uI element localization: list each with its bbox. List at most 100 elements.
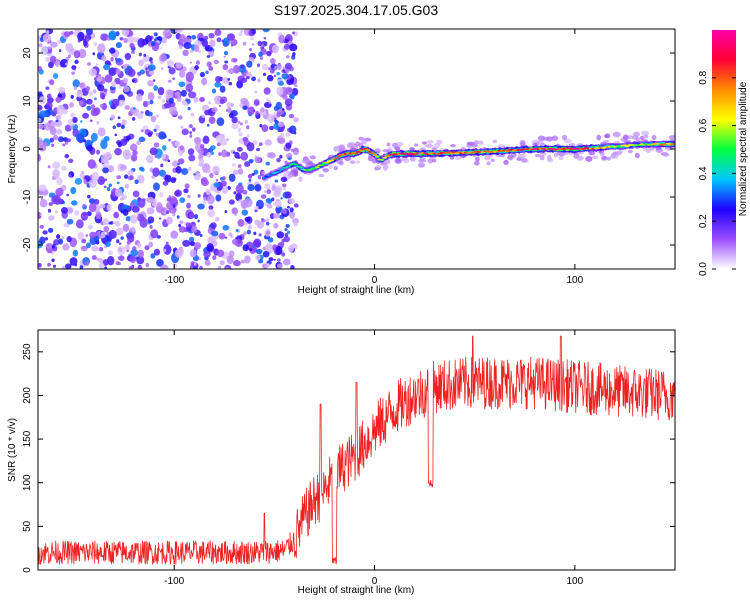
spectrogram-noise-blob	[104, 74, 113, 83]
spectrogram-halo-blob	[361, 139, 367, 145]
spectrogram-noise-blob	[215, 216, 220, 222]
spectrogram-noise-blob	[209, 39, 216, 48]
spectrogram-noise-blob	[66, 193, 69, 197]
spectrogram-noise-blob	[82, 203, 86, 208]
spectrogram-noise-blob	[262, 72, 267, 76]
spectrogram-noise-blob	[49, 55, 57, 64]
spectrogram-noise-blob	[79, 172, 85, 179]
spectrogram-halo-blob	[288, 171, 295, 178]
spectrogram-noise-blob	[201, 179, 209, 187]
spectrogram-noise-blob	[89, 236, 98, 246]
spectrogram-noise-blob	[168, 79, 172, 83]
spectrogram-noise-blob	[78, 100, 84, 107]
spectrogram-noise-blob	[108, 229, 117, 239]
spectrogram-noise-blob	[121, 29, 130, 37]
spectrogram-noise-blob	[62, 243, 70, 251]
spectrogram-noise-blob	[188, 89, 191, 93]
spectrogram-noise-blob	[183, 188, 189, 194]
spectrogram-noise-blob	[258, 233, 262, 237]
spectrogram-noise-blob	[134, 179, 139, 185]
spectrogram-noise-blob	[51, 245, 55, 249]
spectrogram-halo-blob	[383, 165, 389, 170]
spectrogram-noise-blob	[284, 43, 290, 50]
spectrogram-noise-blob	[154, 154, 158, 159]
spectrogram-noise-blob	[107, 250, 113, 256]
spectrogram-noise-blob	[119, 99, 125, 106]
spectrogram-noise-blob	[239, 122, 243, 126]
spectrogram-noise-blob	[161, 99, 165, 103]
spectrogram-noise-blob	[268, 152, 276, 159]
spectrogram-noise-blob	[235, 228, 239, 233]
spectrogram-noise-blob	[280, 241, 285, 246]
spectrogram-halo-blob	[635, 137, 640, 142]
spectrogram-noise-blob	[168, 138, 171, 142]
spectrogram-noise-blob	[111, 98, 120, 107]
spectrogram-noise-blob	[150, 41, 156, 47]
spectrogram-noise-blob	[129, 214, 138, 224]
spectrogram-noise-blob	[189, 213, 195, 219]
spectrogram-halo-blob	[318, 173, 325, 178]
spectrogram-noise-blob	[146, 154, 154, 164]
spectrogram-noise-blob	[42, 230, 48, 235]
spectrogram-noise-blob	[156, 235, 161, 239]
spectrogram-halo-blob	[292, 151, 299, 156]
spectrogram-noise-blob	[291, 54, 296, 60]
spectrogram-noise-blob	[166, 59, 174, 67]
spectrogram-noise-blob	[189, 61, 193, 64]
spectrogram-noise-blob	[72, 79, 80, 88]
spectrogram-noise-blob	[147, 111, 153, 117]
spectrogram-noise-blob	[159, 192, 164, 198]
spectrogram-noise-blob	[63, 31, 71, 37]
snr-y-tick-label: 100	[22, 474, 33, 491]
spectrogram-noise-blob	[249, 47, 253, 52]
spectrogram-noise-blob	[293, 203, 299, 208]
spectrogram-noise-blob	[122, 77, 129, 83]
spectrogram-noise-blob	[111, 81, 117, 88]
spectrogram-noise-blob	[49, 126, 57, 136]
spectrogram-noise-blob	[123, 135, 127, 140]
spectrogram-noise-blob	[192, 127, 196, 132]
spectrogram-noise-blob	[289, 207, 294, 213]
spectrogram-noise-blob	[136, 112, 144, 119]
spectrogram-noise-blob	[176, 96, 182, 102]
spectrogram-noise-blob	[147, 92, 155, 101]
spectrogram-halo-blob	[632, 131, 641, 137]
spectrogram-noise-blob	[216, 249, 225, 258]
spectrogram-noise-blob	[168, 195, 172, 199]
spectrogram-noise-blob	[40, 197, 44, 201]
spectrogram-noise-blob	[224, 60, 228, 64]
spectrogram-noise-blob	[124, 52, 132, 60]
spectrogram-noise-blob	[186, 202, 191, 209]
spectrogram-noise-blob	[61, 265, 67, 269]
spectrogram-noise-blob	[124, 183, 129, 189]
spectrogram-halo-blob	[386, 142, 391, 147]
spectrogram-noise-cloud	[38, 29, 675, 269]
spectrogram-noise-blob	[160, 163, 164, 168]
spectrogram-noise-blob	[98, 246, 104, 252]
spectrogram-noise-blob	[207, 169, 211, 174]
spectrogram-noise-blob	[162, 180, 169, 186]
spectrogram-noise-blob	[178, 69, 186, 78]
spectrogram-noise-blob	[72, 249, 79, 257]
spectrogram-noise-blob	[215, 76, 222, 83]
spectrogram-halo-blob	[561, 134, 568, 141]
spectrogram-noise-blob	[274, 179, 279, 183]
spectrogram-noise-blob	[182, 239, 191, 247]
spectrogram-noise-blob	[164, 174, 172, 183]
spectrogram-noise-blob	[254, 184, 262, 192]
spectrogram-x-tick-label: 0	[372, 275, 378, 286]
spectrogram-noise-blob	[288, 113, 295, 119]
spectrogram-halo-blob	[474, 156, 480, 162]
spectrogram-noise-blob	[109, 221, 114, 225]
spectrogram-noise-blob	[46, 29, 50, 34]
spectrogram-noise-blob	[185, 222, 191, 228]
spectrogram-ridge-cell	[365, 148, 371, 151]
spectrogram-noise-blob	[238, 132, 243, 137]
spectrogram-halo-blob	[490, 158, 495, 163]
spectrogram-noise-blob	[283, 235, 290, 243]
spectrogram-noise-blob	[217, 265, 222, 269]
spectrogram-noise-blob	[85, 85, 90, 92]
spectrogram-noise-blob	[281, 108, 285, 111]
spectrogram-noise-blob	[222, 224, 229, 231]
spectrogram-noise-blob	[77, 231, 84, 240]
